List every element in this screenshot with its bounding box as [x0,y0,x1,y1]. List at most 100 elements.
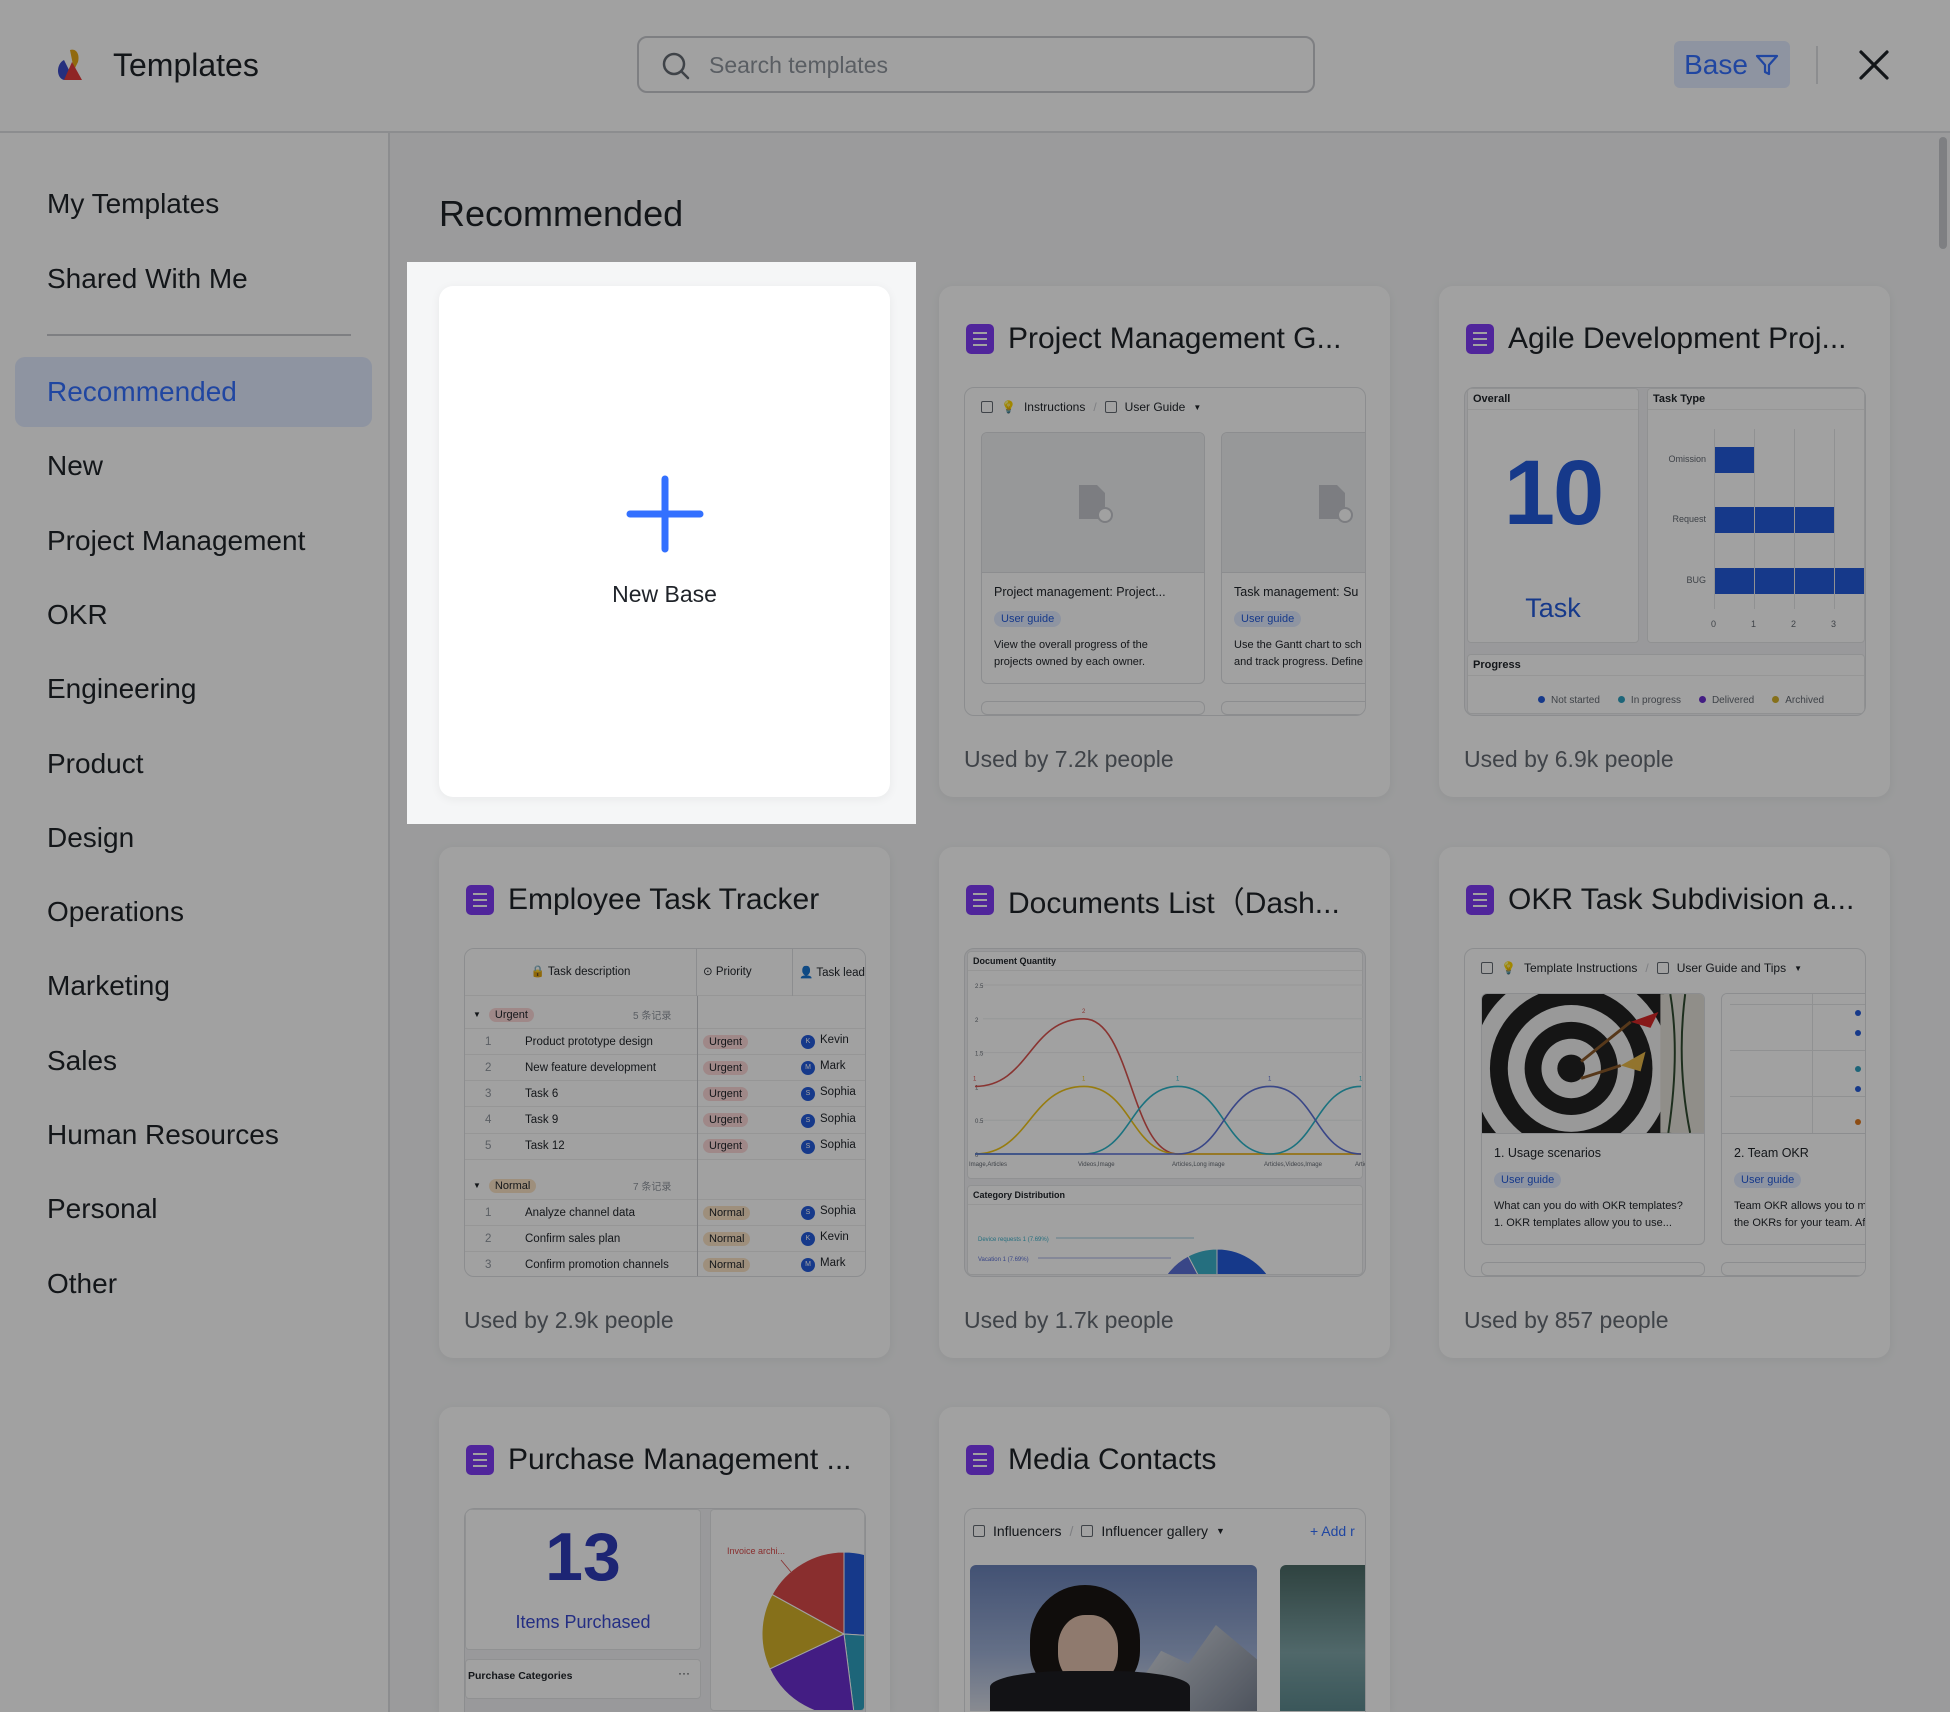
avatar: K [801,1035,815,1049]
priority-tag: Normal [703,1231,751,1246]
table-row[interactable]: 1 Analyze channel data Normal S Sophia [465,1200,865,1226]
group-row[interactable]: ▼ Normal 7 条记录 [465,1172,865,1200]
sidebar-item-human-resources[interactable]: Human Resources [47,1119,279,1150]
template-preview: 13 Items Purchased Purchase Categories ·… [464,1508,866,1712]
template-card[interactable]: Media Contacts Influencers / Influencer ga… [939,1407,1390,1712]
table-row[interactable]: 2 New feature development Urgent M Mark [465,1055,865,1082]
line-chart-panel: Document Quantity [967,951,1363,1179]
y-tick-label: 2 [975,1018,979,1024]
sidebar-item-okr[interactable]: OKR [47,598,108,630]
grid-line [1834,429,1835,609]
template-title: OKR Task Subdivision a... [1508,883,1855,916]
avatar: M [801,1061,815,1076]
template-title: Documents List（Dash... [1008,887,1340,920]
bulb-icon: 💡 [1501,961,1516,975]
template-title: Project Management G... [1008,322,1342,355]
template-preview: Influencers / Influencer gallery ▼ + Add r [964,1508,1366,1712]
usage-count: Used by 7.2k people [964,746,1174,772]
base-template-icon [1466,324,1494,354]
caret-down-icon[interactable]: ▼ [473,1181,481,1190]
panel-title: Task Type [1648,389,1864,410]
sidebar-item-project-management[interactable]: Project Management [47,524,306,556]
close-icon[interactable] [1855,46,1893,84]
sidebar-item-personal[interactable]: Personal [47,1193,158,1225]
sidebar-item-sales[interactable]: Sales [47,1044,118,1076]
template-card[interactable]: Employee Task Tracker 🔒 Task description… [439,847,890,1358]
template-card[interactable]: OKR Task Subdivision a... 💡 Template Inst… [1439,847,1890,1358]
base-filter-button[interactable]: Base [1674,41,1790,88]
task-leader: Sophia [820,1205,856,1217]
task-description: Task 9 [525,1114,559,1127]
pie-slice [843,1551,864,1636]
x-tick-label: Articles,Long image [1172,1162,1225,1168]
pie-label: Device requests 1 (7.69%) [978,1237,1049,1243]
table-row[interactable]: 5 Task 12 Urgent S Sophia [465,1134,865,1160]
influencer-photo [970,1565,1257,1711]
group-row[interactable]: ▼ Urgent 5 条记录 [465,1001,865,1029]
section-title: Recommended [439,193,684,234]
new-base-card[interactable]: New Base [439,286,890,797]
template-card[interactable]: Project Management G... 💡 Instructions / Us… [939,286,1390,797]
table-row[interactable]: 3 Task 6 Urgent S Sophia [465,1081,865,1108]
legend-dot [1772,696,1780,703]
task-description: New feature development [525,1061,657,1074]
task-description: Product prototype design [525,1035,653,1048]
legend-item: Archived [1772,695,1824,706]
sidebar-item-other[interactable]: Other [47,1267,118,1299]
bar-label: BUG [1686,575,1706,585]
sidebar-item-operations[interactable]: Operations [47,896,184,928]
preview-desc: Team OKR allows you to m [1734,1200,1866,1212]
template-card[interactable]: Purchase Management ... 13 Items Purchas… [439,1407,890,1712]
search-box[interactable] [637,36,1315,93]
legend-dot [1617,696,1625,703]
panel-title: Purchase Categories [468,1670,573,1682]
preview-tab: Influencers [993,1523,1062,1539]
y-tick-label: 1.5 [975,1052,984,1058]
task-leader: Sophia [820,1112,856,1125]
sidebar-item-recommended[interactable]: Recommended [15,357,372,427]
sidebar-item-new[interactable]: New [47,450,104,482]
preview-item-title: Task management: Su [1234,585,1359,599]
preview-item: Project management: Project... User guid… [981,432,1205,684]
sidebar-item-design[interactable]: Design [47,821,135,853]
sidebar-item-my-templates[interactable]: My Templates [47,188,220,219]
sidebar-item-product[interactable]: Product [47,747,144,779]
data-label: 1 [1268,1076,1272,1082]
search-input[interactable] [709,46,1289,84]
preview-item [1721,1262,1865,1276]
table-row[interactable]: 3 Confirm promotion channels Normal M Mark [465,1252,865,1276]
template-preview: 💡 Instructions / User Guide ▼ Project manage… [964,387,1366,716]
table-row[interactable]: 2 Confirm sales plan Normal K Kevin [465,1226,865,1253]
tick-label: 1 [1751,619,1757,629]
purchased-count: 13 [545,1519,621,1595]
scrollbar[interactable] [1939,137,1947,249]
template-card[interactable]: Agile Development Proj... Overall 10 Tas… [1439,286,1890,797]
preview-item-title: 1. Usage scenarios [1494,1146,1602,1160]
y-tick-label: 2.5 [975,984,984,990]
dialog-title: Templates [113,47,259,83]
purchase-pie-chart [761,1551,864,1710]
sidebar-item-marketing[interactable]: Marketing [47,970,170,1002]
base-template-icon [1466,885,1494,915]
grid-line [1714,429,1715,609]
pie-label: Invoice archi... [727,1546,786,1556]
task-leader: Sophia [820,1138,856,1151]
preview-desc: Use the Gantt chart to sch [1234,639,1362,651]
table-row[interactable]: 1 Product prototype design Urgent K Kevin [465,1029,865,1055]
search-icon [662,52,690,80]
add-record-button[interactable]: + Add r [1310,1523,1355,1539]
data-label: 1 [1082,1076,1086,1082]
table-row[interactable]: 4 Task 9 Urgent S Sophia [465,1108,865,1134]
template-preview: 💡 Template Instructions / User Guide and Ti… [1464,948,1866,1277]
y-tick-label: 0 [975,1153,979,1159]
gallery-icon [1656,962,1669,974]
template-card[interactable]: Documents List（Dash... Document Quantity… [939,847,1390,1358]
influencer-photo [1280,1565,1365,1711]
caret-down-icon[interactable]: ▼ [473,1010,481,1019]
sidebar-item-engineering[interactable]: Engineering [47,673,197,705]
preview-item: 2. Team OKR User guide Team OKR allows y… [1721,993,1866,1245]
sidebar-item-shared-with-me[interactable]: Shared With Me [47,263,248,294]
more-icon[interactable]: ··· [678,1666,690,1680]
row-index: 1 [485,1035,492,1048]
okr-table-thumbnail [1722,994,1865,1134]
